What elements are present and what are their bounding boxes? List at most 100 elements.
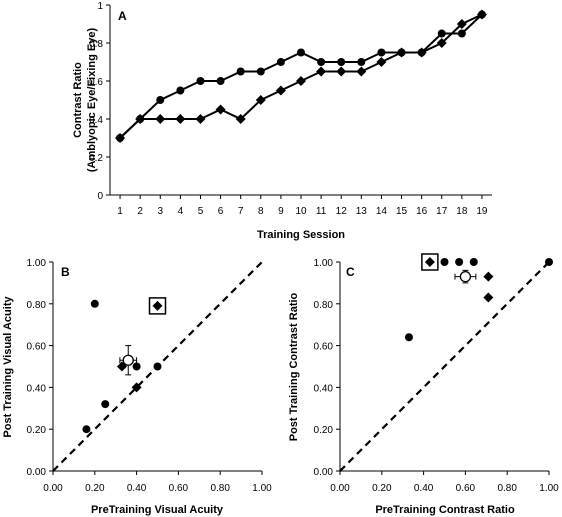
panel-a-circle-point [297,48,305,57]
panel-a-x-tick-label: 12 [336,206,348,217]
panel-b-x-tick-label: 0.80 [210,483,230,494]
panel-a-diamond-point [396,47,407,58]
panel-c: C 0.000.000.200.200.400.400.600.600.800.… [288,253,560,516]
panel-a-diamond-point [195,114,206,124]
panel-a-diamond-point [275,85,286,96]
panel-a-y-tick-label: 0.2 [89,153,103,164]
panel-b-x-tick-label: 1.00 [252,483,272,494]
panel-c-circle-point [455,258,464,266]
panel-a-y-axis-label-line2: (Amblyopic Eye/Fixing Eye) [86,28,98,173]
panel-c-x-tick-label: 0.80 [497,483,517,494]
panel-c-ticks: 0.00 0.00 0.20 0.20 0.40 0.40 0.60 0.60 0.80 0.80… [314,258,560,494]
panel-a-x-tick-label: 7 [238,206,244,217]
panel-c-diamond-point [483,292,494,303]
panel-a-x-tick-label: 9 [278,206,284,217]
panel-a-circle-point [377,48,386,57]
panel-b-y-tick-label: 0.40 [27,383,47,394]
panel-b-ticks: 0.00 0.00 0.20 0.20 0.40 0.40 0.60 0.60 0.80 0.80… [27,258,273,494]
panel-a-axes [109,5,492,196]
panel-a-circle-point [276,58,285,66]
panel-a-diamond-point [175,114,186,124]
panel-b-x-tick-label: 0.20 [85,483,105,494]
panel-c-x-axis-label: PreTraining Contrast Ratio [375,504,515,516]
panel-a-circle-point [457,29,466,38]
panel-a-circle-point [317,58,326,66]
panel-c-y-tick-label: 0.40 [314,383,334,394]
panel-b-mean-point [122,354,134,366]
panel-a-circle-point [357,58,366,66]
panel-c-y-tick-label: 0.80 [314,300,334,311]
panel-a-x-tick-label: 3 [157,206,163,217]
panel-b: B 0.000.000.200.200.400.400.600.600.800.… [2,258,272,516]
panel-c-circle-point [404,333,413,342]
panel-a-circle-point [196,77,205,85]
panel-b-y-tick-label: 0.80 [27,300,47,311]
panel-a-circle-point [437,29,446,38]
panel-c-y-tick-label: 0.00 [314,467,334,478]
panel-c-mean-point [459,270,472,283]
panel-a-x-tick-label: 18 [456,206,468,217]
panel-b-circle-point [90,299,99,308]
panel-a-circle-point [176,86,185,95]
panel-a-circle-point [236,67,245,76]
panel-b-highlight-box [148,297,167,315]
panel-b-circle-point [101,400,110,409]
panel-a-diamond-point [296,76,306,86]
panel-c-y-tick-label: 1.00 [314,258,334,269]
panel-b-y-tick-label: 0.20 [27,425,47,436]
panel-a-y-axis-label-line1: Contrast Ratio [72,62,84,138]
panel-c-x-tick-label: 1.00 [539,483,559,494]
panel-c-axes [339,261,550,472]
panel-b-y-axis-label: Post Training Visual Acuity [2,296,14,438]
panel-a-y-tick-label: 0 [97,191,103,202]
panel-b-diamond-point [152,300,163,311]
panel-b-circle-point [132,362,141,371]
panel-b-y-tick-label: 0.60 [27,342,47,353]
panel-a-diamond-point [215,104,226,115]
panel-a-x-tick-label: 4 [178,206,184,217]
panel-a-x-tick-label: 11 [316,206,327,217]
panel-a-label: A [118,9,127,23]
panel-b-y-tick-label: 0.00 [27,467,47,478]
panel-a-diamond-point [376,57,387,67]
panel-b-x-tick-label: 0.60 [169,483,189,494]
panel-c-label: C [346,265,355,279]
panel-c-identity-line [339,261,550,472]
panel-a-x-tick-label: 14 [376,206,388,217]
panel-a-x-tick-label: 13 [356,206,368,217]
panel-a-diamond-point [476,9,487,20]
panel-a-series [115,9,487,143]
panel-a-x-tick-label: 16 [416,206,428,217]
panel-c-y-tick-label: 0.60 [314,342,334,353]
panel-b-series [82,297,167,434]
panel-a-diamond-point [255,95,266,105]
panel-a-diamond-point [416,47,427,58]
panel-c-y-tick-label: 0.20 [314,425,334,436]
panel-a-diamond-point [336,66,347,77]
panel-a-circle-point [256,67,265,76]
panel-a-x-tick-label: 2 [137,206,143,217]
panel-c-circle-point [545,258,553,266]
panel-b-x-axis-label: PreTraining Visual Acuity [91,504,224,516]
panel-a-diamond-point [135,114,146,124]
panel-b-y-tick-label: 1.00 [27,258,47,269]
panel-b-circle-point [153,362,162,371]
panel-b-x-tick-label: 0.00 [43,483,63,494]
panel-b-circle-point [82,425,91,434]
panel-a-y-tick-label: 0.6 [89,77,103,88]
panel-a-y-tick-label: 1 [97,1,103,12]
panel-c-x-tick-label: 0.60 [456,483,476,494]
panel-a-diamond-point [115,133,126,143]
panel-a-x-ticks: 1 2 3 4 5 6 7 8 9 10 11 12 13 14 15 16 17 18 19 [117,195,488,217]
panel-a-x-tick-label: 17 [436,206,448,217]
panel-a-x-tick-label: 1 [117,206,123,217]
panel-a-diamond-point [356,66,367,77]
panel-a-x-tick-label: 15 [396,206,408,217]
panel-b-x-tick-label: 0.40 [127,483,147,494]
panel-c-x-tick-label: 0.20 [372,483,392,494]
panel-a: A 00.20.40.60.81 1 2 3 4 5 6 7 8 9 10 11 12 13 14 15 16… [72,1,492,241]
panel-a-circle-point [337,58,346,66]
panel-c-highlight-box [421,253,439,271]
panel-c-x-tick-label: 0.40 [414,483,434,494]
